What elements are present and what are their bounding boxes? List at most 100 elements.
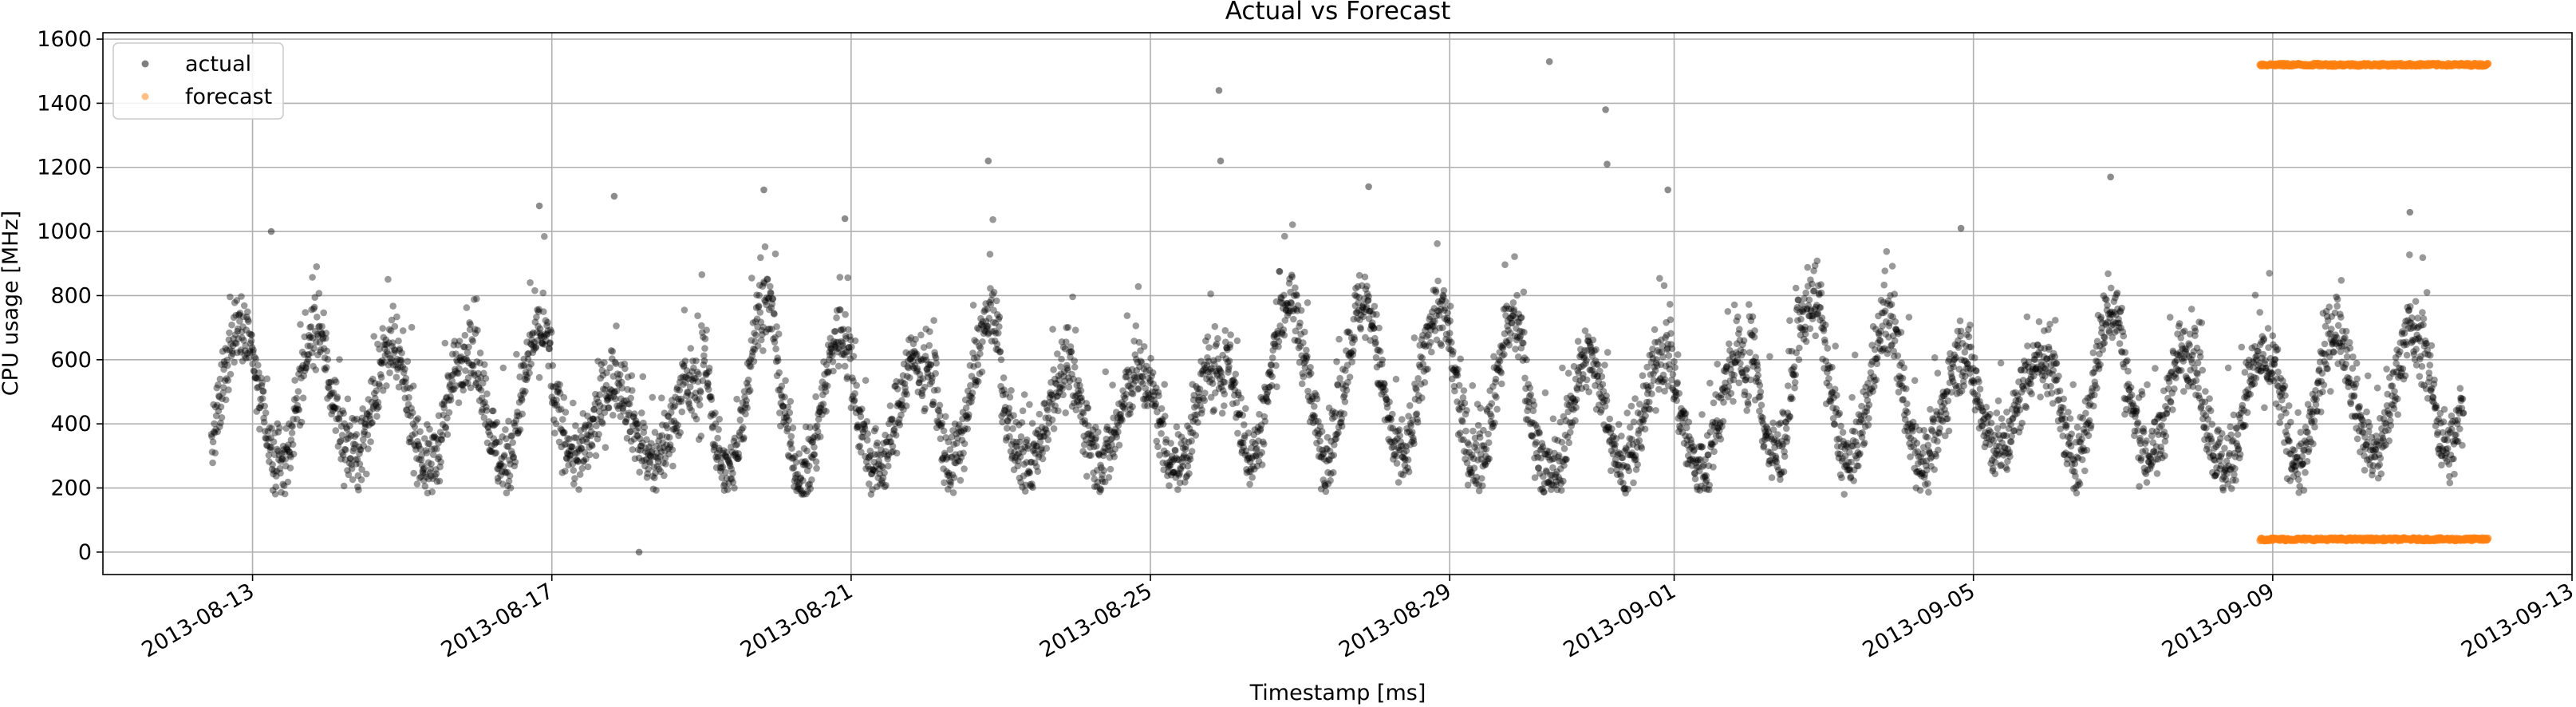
actual-point: [292, 405, 300, 413]
actual-point: [669, 462, 677, 470]
actual-point: [309, 334, 317, 342]
actual-point: [522, 369, 530, 376]
actual-point: [1740, 337, 1748, 345]
actual-point: [526, 369, 533, 377]
actual-point: [297, 321, 304, 328]
actual-point: [2087, 422, 2095, 429]
actual-point: [415, 442, 423, 450]
actual-point: [580, 457, 588, 464]
actual-point: [562, 468, 569, 475]
actual-point: [2116, 340, 2124, 347]
actual-point: [340, 482, 348, 490]
actual-point: [2236, 451, 2244, 458]
actual-point: [584, 463, 592, 471]
actual-point: [1288, 221, 1296, 228]
actual-point: [2082, 409, 2089, 417]
actual-point: [261, 402, 269, 410]
actual-point: [786, 409, 794, 417]
actual-point: [1603, 397, 1611, 405]
actual-point: [1888, 301, 1896, 308]
actual-point: [484, 423, 491, 430]
actual-point: [220, 365, 227, 373]
actual-point: [333, 415, 341, 423]
actual-point: [501, 452, 508, 459]
actual-point: [2167, 398, 2175, 406]
actual-point: [697, 432, 705, 440]
actual-point: [498, 468, 506, 476]
actual-point: [283, 445, 291, 453]
actual-point: [254, 375, 262, 382]
actual-point: [308, 349, 316, 357]
actual-point: [1186, 456, 1194, 463]
actual-point: [1957, 327, 1965, 335]
actual-point: [250, 354, 258, 361]
actual-point: [361, 420, 369, 427]
actual-point: [208, 448, 216, 456]
actual-point: [491, 421, 498, 429]
actual-point: [1725, 383, 1733, 391]
actual-point: [317, 346, 325, 354]
actual-point: [850, 353, 858, 360]
actual-point: [466, 319, 473, 326]
actual-point: [990, 289, 998, 296]
actual-point: [1756, 381, 1764, 389]
actual-point: [330, 404, 338, 411]
actual-point: [471, 326, 479, 333]
actual-point: [407, 438, 415, 445]
actual-point: [519, 410, 526, 418]
actual-point: [662, 460, 669, 468]
actual-point: [628, 372, 636, 380]
actual-point: [539, 340, 546, 348]
actual-point: [616, 371, 624, 378]
actual-point: [369, 405, 377, 413]
actual-point: [486, 431, 494, 439]
actual-point: [932, 369, 939, 377]
actual-point: [1993, 409, 2001, 417]
actual-point: [841, 362, 849, 370]
actual-point: [807, 485, 815, 492]
actual-point: [1333, 357, 1340, 365]
actual-point: [487, 442, 495, 449]
actual-point: [1043, 444, 1051, 452]
actual-point: [1768, 474, 1776, 481]
actual-point: [285, 441, 292, 448]
actual-point: [834, 362, 842, 370]
actual-point: [253, 374, 260, 382]
actual-point: [471, 330, 479, 338]
actual-point: [241, 347, 249, 354]
actual-point: [437, 436, 445, 443]
actual-point: [1669, 370, 1677, 378]
actual-point: [357, 476, 365, 484]
actual-point: [1372, 338, 1379, 346]
actual-point: [968, 389, 976, 397]
actual-point: [434, 455, 442, 463]
actual-point: [238, 293, 245, 300]
actual-point: [976, 350, 984, 357]
actual-point: [335, 414, 342, 422]
actual-point: [1638, 444, 1646, 452]
actual-point: [1069, 293, 1076, 301]
actual-point: [1470, 464, 1478, 472]
actual-point: [533, 329, 541, 336]
actual-point: [221, 377, 229, 385]
actual-point: [483, 390, 491, 397]
actual-point: [1454, 372, 1462, 379]
actual-point: [1839, 429, 1847, 436]
actual-point: [2023, 313, 2031, 321]
actual-point: [406, 385, 414, 392]
actual-point: [286, 464, 294, 472]
actual-point: [2027, 380, 2034, 388]
actual-point: [586, 417, 594, 425]
actual-point: [231, 331, 239, 338]
actual-point: [278, 488, 285, 496]
actual-point: [2144, 381, 2151, 389]
actual-point: [1335, 335, 1343, 343]
actual-point: [345, 435, 352, 442]
actual-point: [609, 348, 617, 355]
actual-point: [357, 446, 365, 454]
actual-point: [408, 432, 416, 439]
actual-point: [512, 427, 519, 435]
actual-point: [748, 275, 755, 282]
actual-point: [1044, 436, 1052, 444]
actual-point: [524, 350, 531, 357]
